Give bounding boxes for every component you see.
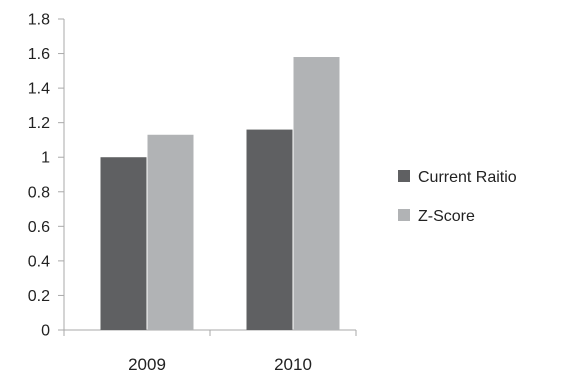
bar-current-raitio-2009	[100, 157, 147, 330]
y-tick-label: 0.4	[28, 253, 50, 270]
y-tick-label: 0.8	[28, 184, 50, 201]
x-tick-label: 2010	[274, 355, 312, 374]
y-tick-label: 0.6	[28, 219, 50, 236]
legend-label: Current Raitio	[418, 169, 517, 186]
x-axis: 2009 2010	[63, 329, 357, 374]
legend-swatch	[398, 170, 410, 182]
x-tick-label: 2009	[128, 355, 166, 374]
bars	[100, 57, 340, 331]
y-axis: 0 0.2 0.4 0.6 0.8 1 1.2 1.4 1.6 1.8	[28, 12, 65, 340]
legend-label: Z-Score	[418, 208, 475, 225]
legend-swatch	[398, 209, 410, 221]
y-tick-label: 1.4	[28, 81, 50, 98]
bar-z-score-2009	[147, 134, 194, 330]
y-tick-label: 1.8	[28, 12, 50, 29]
bar-z-score-2010	[293, 57, 340, 331]
y-tick-label: 1.6	[28, 46, 50, 63]
y-tick-label: 1	[41, 150, 50, 167]
y-tick-label: 0.2	[28, 288, 50, 305]
y-tick-label: 1.2	[28, 115, 50, 132]
bar-current-raitio-2010	[246, 129, 293, 330]
y-tick-label: 0	[41, 323, 50, 340]
legend: Current Raitio Z-Score	[398, 169, 517, 225]
